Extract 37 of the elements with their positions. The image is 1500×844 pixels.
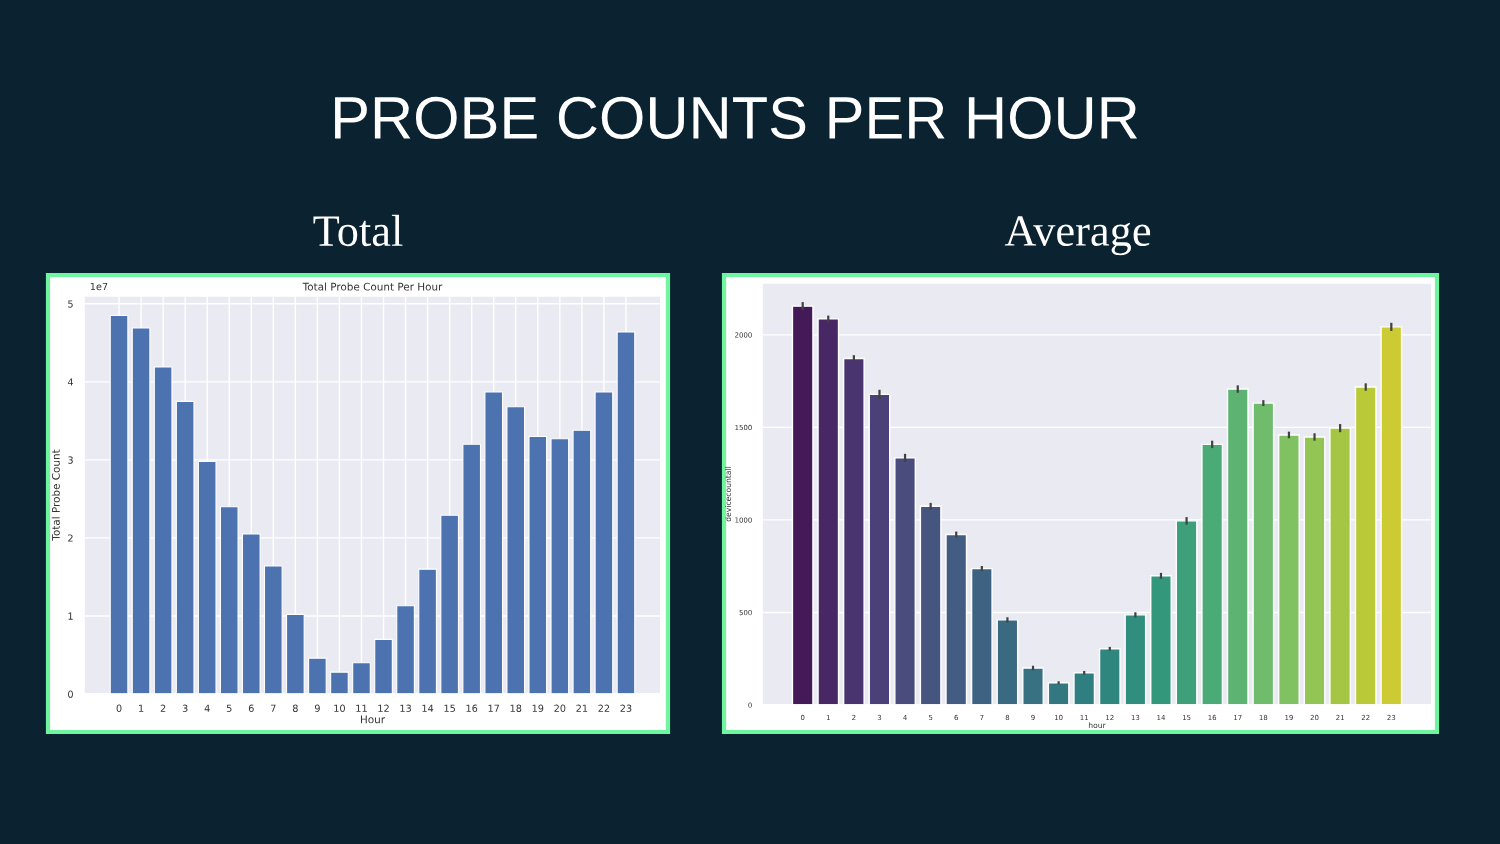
x-tick-label: 22 (598, 704, 610, 712)
x-tick-label: 23 (620, 704, 632, 712)
x-tick-label: 12 (378, 704, 389, 712)
x-tick-label: 15 (444, 704, 455, 712)
y-tick-label: 3 (68, 456, 73, 464)
x-tick-label: 0 (116, 704, 122, 712)
x-tick-label: 9 (314, 704, 320, 712)
x-tick-label: 2 (160, 704, 166, 712)
y-tick-label: 2 (68, 534, 73, 542)
x-tick-label: 10 (334, 704, 345, 712)
chart-subtitle: Total Probe Count Per Hour (302, 282, 443, 291)
x-tick-label: 14 (422, 704, 434, 712)
text: PROBE COUNTS PER HOUR (335, 96, 1138, 140)
x-tick-label: 5 (226, 704, 232, 712)
x-tick-label: 18 (510, 704, 522, 712)
x-axis-title: Hour (360, 715, 386, 724)
x-tick-label: 19 (532, 704, 544, 712)
x-tick-label: 3 (182, 704, 188, 712)
x-tick-label: 1 (139, 704, 144, 712)
chart-title: Average (1004, 216, 1151, 256)
text: 1e7 (90, 282, 108, 291)
x-tick-label: 6 (248, 704, 254, 712)
x-tick-label: 21 (576, 704, 588, 712)
x-tick-label: 7 (271, 704, 276, 712)
x-tick-label: 11 (356, 704, 367, 712)
x-tick-label: 17 (488, 704, 500, 712)
y-axis-title: Total Probe Count (51, 449, 60, 541)
x-tick-label: 13 (400, 704, 411, 712)
x-tick-label: 4 (204, 704, 210, 712)
x-tick-label: 8 (292, 704, 298, 712)
x-tick-label: 20 (554, 704, 566, 712)
chart-title: Total (313, 214, 403, 247)
y-tick-label: 5 (68, 300, 73, 308)
y-tick-label: 0 (68, 690, 73, 698)
y-tick-label: 1 (68, 612, 73, 620)
y-tick-label: 4 (67, 378, 74, 386)
x-tick-label: 16 (466, 704, 478, 712)
